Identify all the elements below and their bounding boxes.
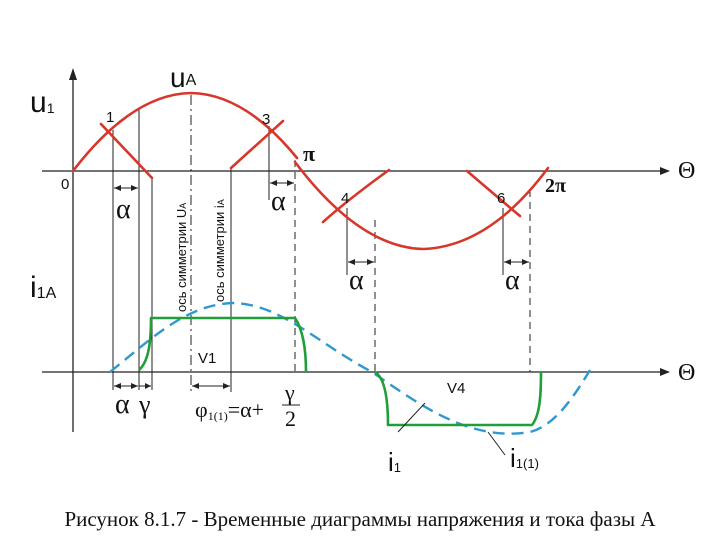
voltage-ua-main	[71, 91, 299, 173]
formula-fraction-denominator: 2	[285, 406, 296, 431]
v4-label: V4	[447, 380, 465, 397]
i1-label: i1	[388, 447, 401, 477]
v1-label: V1	[198, 350, 216, 367]
pi-label: π	[303, 141, 315, 166]
alpha-label-1: α	[116, 194, 131, 225]
leader-i11	[487, 431, 506, 456]
symmetry-axis-u-label: ось симметрии UA	[174, 203, 189, 312]
current-fundamental-i11	[109, 301, 592, 435]
formula-fraction-numerator: γ	[284, 380, 295, 405]
alpha-label-4: α	[349, 265, 364, 296]
current-i1	[138, 316, 543, 427]
gamma-label: γ	[138, 390, 151, 419]
symmetry-axis-i-label: ось симметрии iA	[212, 199, 227, 302]
alpha-label-6: α	[505, 265, 520, 296]
figure-caption: Рисунок 8.1.7 - Временные диаграммы напр…	[64, 507, 656, 531]
current-axis-arrow	[660, 368, 670, 376]
point-1-label: 1	[106, 109, 114, 126]
leader-i1	[397, 402, 426, 433]
alpha-label-3: α	[271, 186, 286, 217]
point-4-label: 4	[341, 190, 349, 207]
point-6-label: 6	[497, 190, 505, 207]
two-pi-label: 2π	[545, 175, 566, 197]
voltage-cross-6	[465, 169, 522, 218]
alpha-label-bottom: α	[115, 389, 130, 420]
phase-voltage-curves	[71, 91, 550, 251]
point-3-label: 3	[262, 111, 270, 128]
i1a-label: i1A	[30, 271, 57, 304]
i11-label: i1(1)	[510, 443, 539, 473]
theta-top-label: Θ	[678, 158, 695, 184]
voltage-cross-1	[99, 122, 154, 180]
theta-bottom-label: Θ	[678, 360, 695, 386]
zero-label: 0	[61, 176, 69, 193]
voltage-axis-arrow	[660, 167, 670, 175]
phi-formula: φ1(1)=α+	[195, 397, 264, 423]
dimension-arrows	[114, 180, 529, 389]
vertical-axis-arrow	[69, 68, 77, 80]
ua-label: uA	[170, 62, 197, 93]
voltage-ua-negative	[293, 160, 550, 251]
voltage-cross-3	[229, 119, 285, 170]
voltage-cross-4	[321, 168, 391, 224]
u1-label: u1	[30, 86, 55, 119]
